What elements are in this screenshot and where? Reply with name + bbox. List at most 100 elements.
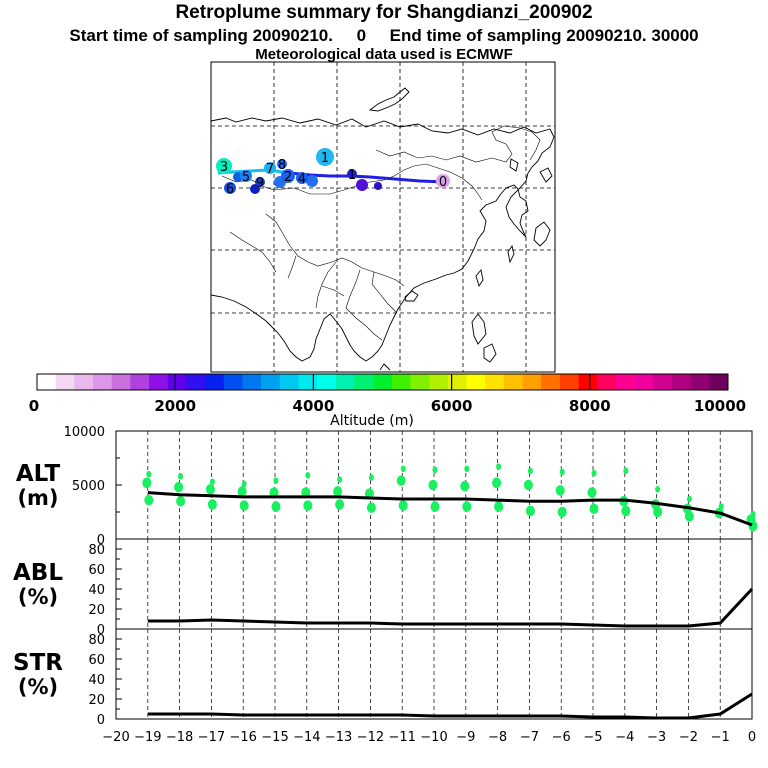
y-tick-label: 60	[88, 653, 105, 668]
colorbar-cell	[653, 374, 673, 390]
x-tick-label: −2	[679, 730, 698, 745]
meteo-data-note: Meteorological data used is ECMWF	[255, 46, 513, 63]
x-tick-label: −16	[229, 730, 256, 745]
altitude-scatter-point	[271, 501, 281, 512]
panel-frame	[115, 628, 753, 720]
altitude-scatter-point	[364, 488, 374, 499]
colorbar-cells	[37, 374, 729, 390]
altitude-scatter-point	[432, 466, 438, 474]
x-tick-label: −12	[357, 730, 384, 745]
map-gridlines	[211, 62, 555, 372]
colorbar-cell	[522, 374, 542, 390]
colorbar-cell	[93, 374, 113, 390]
y-tick-label: 5000	[72, 479, 105, 494]
map-frame	[210, 61, 556, 373]
altitude-scatter-point	[496, 463, 502, 470]
panel-unit: (%)	[18, 585, 58, 609]
colorbar-cell	[298, 374, 318, 390]
plume-marker-circle	[347, 169, 357, 179]
x-tick-label: 0	[748, 730, 756, 745]
altitude-scatter-point	[333, 486, 343, 497]
altitude-scatter-point	[748, 520, 758, 532]
altitude-scatter-point	[492, 477, 502, 489]
plume-marker-circle	[216, 158, 232, 174]
altitude-scatter-point	[655, 486, 661, 493]
y-tick-label: 0	[97, 533, 105, 548]
colorbar-cell	[690, 374, 710, 390]
colorbar-cell	[503, 374, 524, 390]
altitude-scatter-point	[464, 465, 470, 473]
colorbar-cell	[111, 374, 131, 390]
plume-marker-circle	[277, 159, 287, 169]
series-line-alt	[147, 491, 753, 527]
altitude-scatter-point	[269, 487, 279, 498]
x-tick-label: −4	[615, 730, 634, 745]
altitude-scatter-point	[428, 479, 438, 491]
altitude-scatter-point	[555, 485, 565, 496]
altitude-scatter-point	[589, 503, 599, 515]
altitude-scatter-point	[205, 484, 215, 495]
altitude-scatter-point	[398, 500, 408, 511]
plume-marker-circle	[264, 162, 276, 174]
x-tick-label: −19	[134, 730, 161, 745]
panel-title: ABL	[13, 560, 63, 586]
panel-abl: 0 20 40 60 80 ABL(%)	[13, 538, 754, 638]
colorbar-cell	[429, 374, 449, 390]
colorbar-cell	[671, 374, 692, 390]
colorbar-cell	[354, 374, 374, 390]
altitude-scatter-point	[146, 470, 152, 478]
colorbar-cell	[578, 374, 598, 390]
series-line-abl	[147, 587, 754, 628]
altitude-scatter-point	[207, 499, 217, 510]
plume-cluster-dot	[306, 175, 318, 187]
y-tick-label: 20	[88, 693, 105, 708]
x-tick-label: −10	[420, 730, 447, 745]
y-tick-label: 40	[88, 673, 105, 688]
plume-marker-circle	[316, 148, 334, 166]
colorbar-frame	[36, 373, 729, 391]
altitude-scatter-point	[237, 486, 247, 497]
panel-unit: (m)	[17, 486, 58, 510]
plume-cluster-dot	[250, 184, 260, 194]
colorbar-tick-label: 10000	[694, 397, 746, 415]
colorbar-cell	[335, 374, 355, 390]
colorbar-cell	[447, 374, 468, 390]
altitude-colorbar: 0 2000 4000 6000 8000 10000 Altitude (m)	[29, 373, 746, 429]
plume-marker-circle	[240, 170, 252, 182]
altitude-scatter-point	[335, 499, 345, 510]
colorbar-cell	[242, 374, 262, 390]
colorbar-cell	[391, 374, 412, 390]
colorbar-cell	[373, 374, 393, 390]
y-tick-label: 80	[88, 633, 105, 648]
colorbar-cell	[615, 374, 636, 390]
altitude-scatter-point	[142, 477, 152, 489]
altitude-scatter-point	[587, 487, 597, 498]
y-tick-label: 60	[88, 563, 105, 578]
x-tick-label: −11	[388, 730, 415, 745]
x-tick-label: −5	[583, 730, 602, 745]
colorbar-cell	[186, 374, 206, 390]
colorbar-cell	[541, 374, 561, 390]
colorbar-tick-label: 8000	[569, 397, 611, 415]
plume-marker-label: 4	[298, 172, 306, 187]
altitude-scatter-point	[400, 465, 406, 473]
coastlines	[210, 87, 555, 371]
panel-title: ALT	[16, 461, 61, 487]
altitude-scatter-point	[174, 481, 184, 493]
altitude-scatter-point	[460, 480, 470, 492]
altitude-scatter-point	[686, 495, 692, 503]
altitude-scatter-point	[144, 494, 154, 506]
plume-marker-label: 9	[256, 176, 264, 191]
x-tick-label: −1	[711, 730, 730, 745]
colorbar-cell	[37, 374, 57, 390]
colorbar-cell	[205, 374, 225, 390]
plume-marker-label: 0	[439, 175, 447, 190]
plume-marker-label: 6	[226, 182, 234, 197]
plume-marker-circle	[224, 182, 236, 194]
y-tick-label: 20	[88, 603, 105, 618]
plume-marker-label: 1	[348, 168, 356, 183]
x-tick-label: −7	[520, 730, 539, 745]
plume-marker-circle	[281, 169, 295, 183]
plume-cluster-dot	[374, 182, 382, 190]
